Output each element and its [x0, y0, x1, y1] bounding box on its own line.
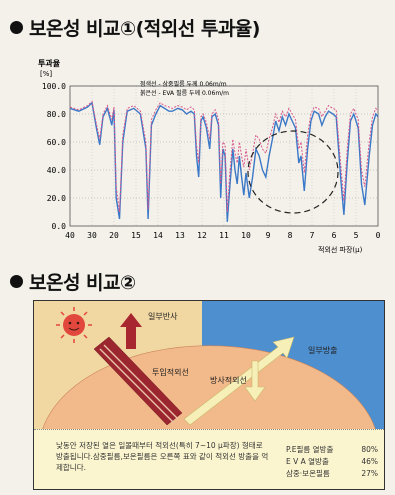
emission-stats: P.E필름 열방출 80% E V A 열방출 46% 삼중·보온필름 27%	[286, 444, 378, 480]
y-tick-label: 80.0	[47, 110, 66, 119]
x-tick-label: 40	[65, 231, 75, 240]
y-axis-unit: [%]	[40, 70, 52, 78]
incoming-ray-icon	[93, 336, 183, 426]
stat-label: P.E필름 열방출	[286, 445, 334, 454]
highlight-circle	[247, 130, 339, 214]
label-radiate: 방사적외선	[210, 375, 247, 385]
stat-row: E V A 열방출 46%	[286, 456, 378, 468]
x-tick-label: 14	[153, 231, 163, 240]
x-tick-label: 10	[241, 231, 251, 240]
label-reflect: 일부반사	[148, 312, 178, 321]
stat-value: 80%	[361, 445, 378, 454]
grid	[69, 85, 379, 227]
x-tick-label: 20	[109, 231, 119, 240]
series-line-1	[69, 101, 379, 222]
plot-frame	[69, 85, 379, 227]
stat-label: 삼중·보온필름	[286, 469, 330, 478]
x-tick-label: 7	[310, 231, 315, 240]
down-arrow-icon	[244, 360, 266, 402]
label-emit: 일부방출	[308, 345, 337, 355]
radiate-arrow-icon	[183, 336, 295, 426]
stat-value: 27%	[361, 469, 378, 478]
x-tick-label: 8	[288, 231, 293, 240]
y-axis-label: 투과율	[38, 58, 61, 68]
x-tick-label: 9	[266, 231, 271, 240]
y-tick-label: 100.0	[42, 82, 66, 91]
legend-entry-1: 점색선 - 삼중필름 두께 0.06m/m	[140, 80, 227, 88]
label-transmit: 투입적외선	[152, 367, 189, 377]
legend-entry-2: 붉은선 - EVA 필름 두께 0.06m/m	[140, 89, 229, 97]
y-tick-label: 60.0	[47, 138, 66, 147]
stat-label: E V A 열방출	[286, 457, 329, 466]
x-axis-label: 적외선 파장(μ)	[318, 245, 363, 254]
section-title-1: 보온성 비교①(적외선 투과율)	[10, 14, 260, 41]
x-tick-label: 13	[175, 231, 185, 240]
x-tick-label: 6	[332, 231, 337, 240]
x-tick-label: 30	[87, 231, 97, 240]
x-tick-label: 15	[131, 231, 141, 240]
x-tick-label: 12	[197, 231, 207, 240]
explanation-note: 낮동안 저장된 열은 일몰때부터 적외선(특히 7~10 μ파장) 형태로 방출…	[56, 441, 269, 472]
reflect-arrow-icon	[120, 313, 142, 349]
x-tick-label: 5	[354, 231, 359, 240]
info-box: 낮동안 저장된 열은 일몰때부터 적외선(특히 7~10 μ파장) 형태로 방출…	[34, 429, 384, 489]
stat-row: P.E필름 열방출 80%	[286, 444, 378, 456]
ray-stripes	[99, 344, 179, 424]
section-title-1-text: 보온성 비교①(적외선 투과율)	[29, 18, 260, 40]
y-ticks: 100.0 80.0 60.0 40.0 20.0 0.0	[42, 82, 66, 231]
x-tick-label: 0	[376, 231, 381, 240]
y-tick-label: 0.0	[52, 222, 67, 231]
x-tick-label: 11	[219, 231, 229, 240]
y-tick-label: 40.0	[47, 166, 66, 175]
series-line-2	[69, 100, 379, 213]
heat-retention-diagram: 일부반사 투입적외선 방사적외선 일부방출 낮동안 저장된 열은 일몰때부터 적…	[33, 300, 385, 490]
stat-value: 46%	[361, 457, 378, 466]
series-lines	[69, 100, 379, 222]
transmittance-chart: 투과율 [%] 100.0 80.0 60.0 40.0 20.0 0.0 40 30 20 1…	[38, 58, 381, 254]
section-title-2-text: 보온성 비교②	[29, 272, 136, 294]
sun-icon	[56, 307, 92, 343]
x-ticks: 40 30 20 15 14 13 12 11 10 9 8 7 6 5 0	[65, 231, 380, 240]
stat-row: 삼중·보온필름 27%	[286, 468, 378, 480]
y-tick-label: 20.0	[47, 194, 66, 203]
section-title-2: 보온성 비교②	[10, 268, 136, 295]
bullet-icon	[10, 275, 23, 288]
bullet-icon	[10, 21, 23, 34]
